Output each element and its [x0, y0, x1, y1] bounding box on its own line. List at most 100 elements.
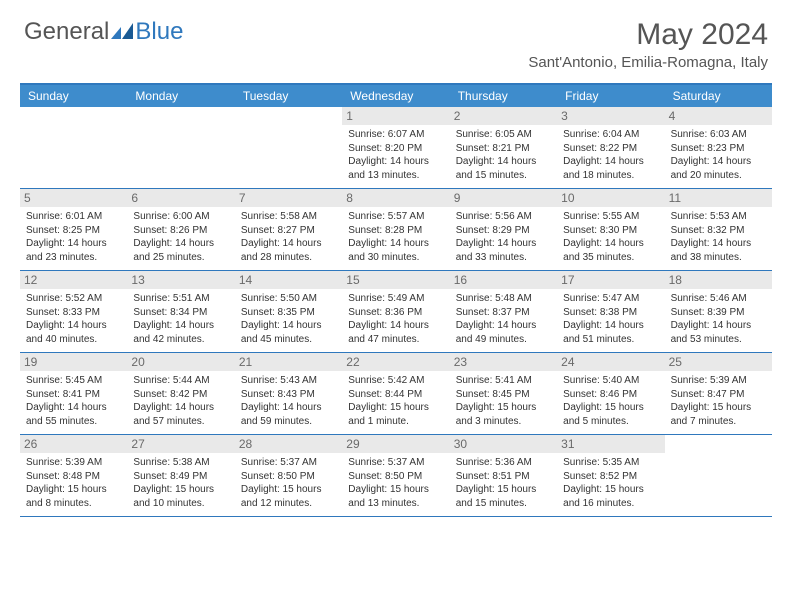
day-info-line: Sunset: 8:23 PM	[671, 142, 766, 156]
day-info: Sunrise: 5:57 AMSunset: 8:28 PMDaylight:…	[348, 210, 443, 264]
day-info: Sunrise: 5:39 AMSunset: 8:47 PMDaylight:…	[671, 374, 766, 428]
day-cell: 9Sunrise: 5:56 AMSunset: 8:29 PMDaylight…	[450, 189, 557, 270]
day-cell: 12 Sunrise: 5:52 AMSunset: 8:33 PMDayligh…	[20, 271, 127, 352]
day-number: 4	[665, 107, 772, 125]
day-cell: 23 Sunrise: 5:41 AMSunset: 8:45 PMDayligh…	[450, 353, 557, 434]
day-info: Sunrise: 5:38 AMSunset: 8:49 PMDaylight:…	[133, 456, 228, 510]
day-info-line: Sunrise: 5:43 AM	[241, 374, 336, 388]
day-info-line: Sunset: 8:26 PM	[133, 224, 228, 238]
day-info-line: Daylight: 14 hours	[671, 155, 766, 169]
day-info-line: and 45 minutes.	[241, 333, 336, 347]
week-row: ...1Sunrise: 6:07 AMSunset: 8:20 PMDayli…	[20, 107, 772, 189]
day-info-line: Daylight: 14 hours	[133, 319, 228, 333]
day-header: Thursday	[450, 85, 557, 107]
day-info-line: Sunrise: 5:46 AM	[671, 292, 766, 306]
day-info: Sunrise: 5:52 AMSunset: 8:33 PMDaylight:…	[26, 292, 121, 346]
day-info-line: Daylight: 14 hours	[348, 319, 443, 333]
day-info-line: Sunrise: 5:55 AM	[563, 210, 658, 224]
day-info-line: and 13 minutes.	[348, 169, 443, 183]
day-number: 23	[450, 353, 557, 371]
week-row: 26Sunrise: 5:39 AMSunset: 8:48 PMDayligh…	[20, 435, 772, 517]
day-info-line: Daylight: 14 hours	[456, 155, 551, 169]
day-info: Sunrise: 5:41 AMSunset: 8:45 PMDaylight:…	[456, 374, 551, 428]
day-info-line: Sunrise: 5:35 AM	[563, 456, 658, 470]
day-cell: 11Sunrise: 5:53 AMSunset: 8:32 PMDayligh…	[665, 189, 772, 270]
day-info-line: Sunset: 8:46 PM	[563, 388, 658, 402]
day-info-line: Daylight: 14 hours	[26, 237, 121, 251]
day-info: Sunrise: 6:05 AMSunset: 8:21 PMDaylight:…	[456, 128, 551, 182]
day-info-line: and 18 minutes.	[563, 169, 658, 183]
day-info-line: Daylight: 14 hours	[241, 319, 336, 333]
day-info-line: Sunrise: 5:37 AM	[241, 456, 336, 470]
day-number: 12	[20, 271, 127, 289]
day-info-line: Daylight: 14 hours	[241, 401, 336, 415]
logo: General Blue	[24, 18, 183, 46]
day-info-line: Daylight: 14 hours	[563, 155, 658, 169]
day-number: 9	[450, 189, 557, 207]
day-info-line: and 35 minutes.	[563, 251, 658, 265]
calendar: SundayMondayTuesdayWednesdayThursdayFrid…	[20, 83, 772, 517]
day-info-line: Sunset: 8:32 PM	[671, 224, 766, 238]
day-info-line: Sunrise: 5:38 AM	[133, 456, 228, 470]
day-info-line: and 10 minutes.	[133, 497, 228, 511]
day-info-line: Sunrise: 5:36 AM	[456, 456, 551, 470]
day-info-line: Daylight: 14 hours	[348, 237, 443, 251]
day-info-line: Sunset: 8:25 PM	[26, 224, 121, 238]
day-number: 17	[557, 271, 664, 289]
day-info-line: Sunset: 8:49 PM	[133, 470, 228, 484]
day-info: Sunrise: 5:47 AMSunset: 8:38 PMDaylight:…	[563, 292, 658, 346]
day-info-line: and 49 minutes.	[456, 333, 551, 347]
day-info-line: Sunset: 8:34 PM	[133, 306, 228, 320]
day-info-line: Sunset: 8:41 PM	[26, 388, 121, 402]
day-info-line: Sunset: 8:36 PM	[348, 306, 443, 320]
day-info-line: Sunrise: 5:49 AM	[348, 292, 443, 306]
day-info-line: Daylight: 15 hours	[563, 483, 658, 497]
day-info: Sunrise: 5:39 AMSunset: 8:48 PMDaylight:…	[26, 456, 121, 510]
day-number: 22	[342, 353, 449, 371]
day-number: 18	[665, 271, 772, 289]
day-info-line: Daylight: 14 hours	[348, 155, 443, 169]
day-info-line: Daylight: 15 hours	[133, 483, 228, 497]
day-cell: 20Sunrise: 5:44 AMSunset: 8:42 PMDayligh…	[127, 353, 234, 434]
day-info-line: Sunrise: 5:53 AM	[671, 210, 766, 224]
day-info-line: Sunrise: 5:57 AM	[348, 210, 443, 224]
day-info-line: Sunset: 8:43 PM	[241, 388, 336, 402]
day-info-line: Sunrise: 5:45 AM	[26, 374, 121, 388]
day-info-line: Daylight: 14 hours	[456, 237, 551, 251]
day-info: Sunrise: 5:51 AMSunset: 8:34 PMDaylight:…	[133, 292, 228, 346]
day-info-line: Sunrise: 5:56 AM	[456, 210, 551, 224]
day-info-line: Daylight: 15 hours	[456, 401, 551, 415]
day-cell: 5Sunrise: 6:01 AMSunset: 8:25 PMDaylight…	[20, 189, 127, 270]
day-number: 5	[20, 189, 127, 207]
day-info-line: and 53 minutes.	[671, 333, 766, 347]
day-number: 25	[665, 353, 772, 371]
day-info: Sunrise: 5:36 AMSunset: 8:51 PMDaylight:…	[456, 456, 551, 510]
day-info-line: Sunrise: 6:00 AM	[133, 210, 228, 224]
day-cell: 16Sunrise: 5:48 AMSunset: 8:37 PMDayligh…	[450, 271, 557, 352]
day-info-line: Sunset: 8:38 PM	[563, 306, 658, 320]
day-info: Sunrise: 5:37 AMSunset: 8:50 PMDaylight:…	[348, 456, 443, 510]
day-info-line: Daylight: 14 hours	[26, 319, 121, 333]
day-number: 2	[450, 107, 557, 125]
day-info: Sunrise: 5:45 AMSunset: 8:41 PMDaylight:…	[26, 374, 121, 428]
day-header: Monday	[127, 85, 234, 107]
day-info-line: Sunset: 8:27 PM	[241, 224, 336, 238]
day-info-line: Sunset: 8:48 PM	[26, 470, 121, 484]
day-info-line: Daylight: 15 hours	[671, 401, 766, 415]
logo-text-blue: Blue	[135, 18, 183, 46]
day-info: Sunrise: 5:40 AMSunset: 8:46 PMDaylight:…	[563, 374, 658, 428]
day-info-line: and 13 minutes.	[348, 497, 443, 511]
day-info-line: Sunrise: 6:04 AM	[563, 128, 658, 142]
day-info-line: Daylight: 15 hours	[348, 483, 443, 497]
day-info-line: Sunrise: 5:39 AM	[26, 456, 121, 470]
week-row: 19Sunrise: 5:45 AMSunset: 8:41 PMDayligh…	[20, 353, 772, 435]
day-info-line: and 57 minutes.	[133, 415, 228, 429]
day-cell: .	[127, 107, 234, 188]
day-number: 3	[557, 107, 664, 125]
day-info-line: Daylight: 14 hours	[26, 401, 121, 415]
day-number: 26	[20, 435, 127, 453]
day-info-line: Sunrise: 5:50 AM	[241, 292, 336, 306]
day-info: Sunrise: 5:48 AMSunset: 8:37 PMDaylight:…	[456, 292, 551, 346]
day-header: Saturday	[665, 85, 772, 107]
day-cell: .	[665, 435, 772, 516]
